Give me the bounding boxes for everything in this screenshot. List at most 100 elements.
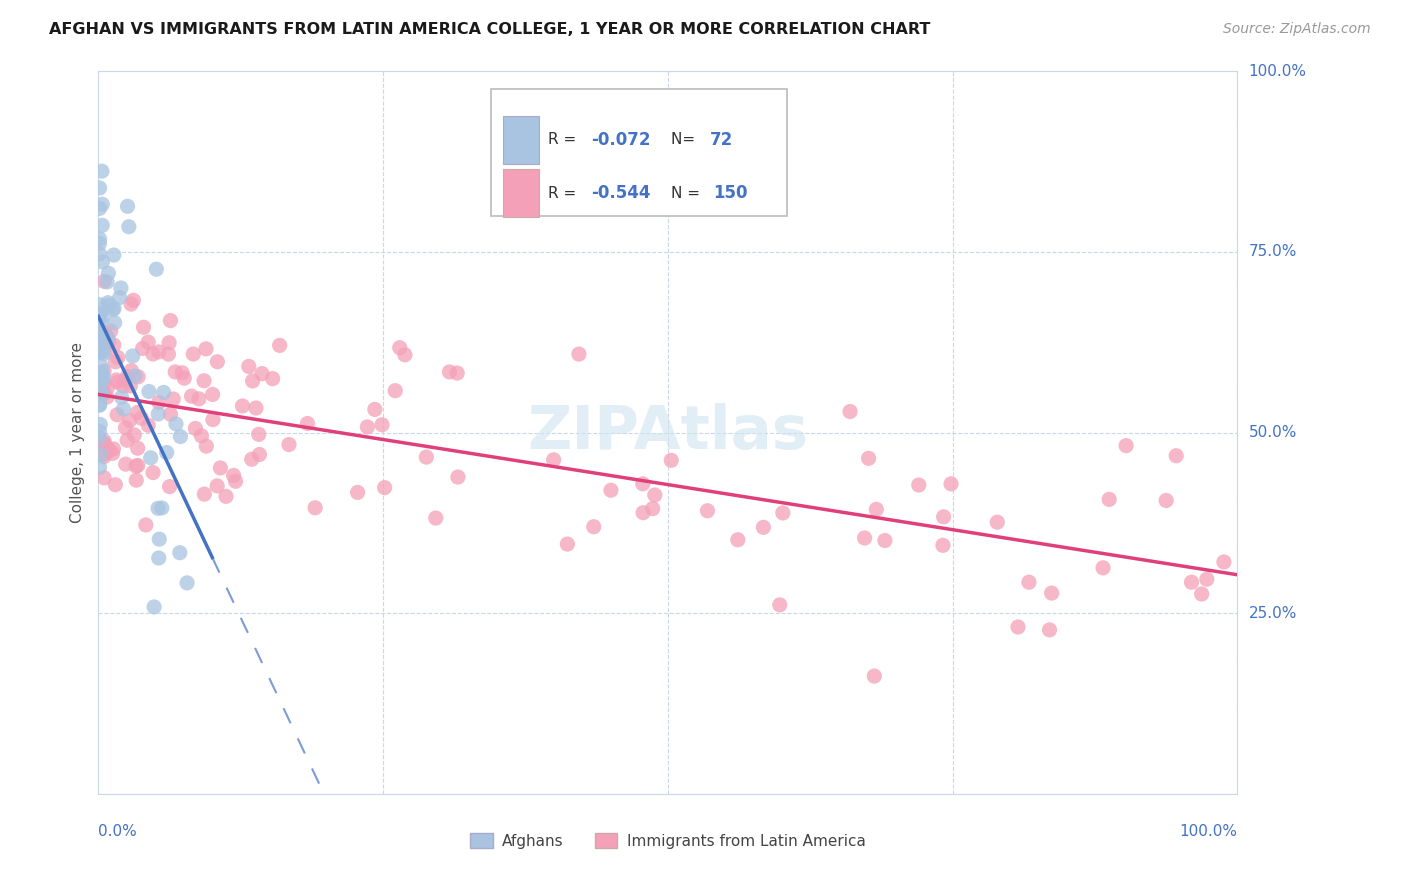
Point bbox=[582, 520, 605, 534]
Point bbox=[159, 407, 181, 421]
Point bbox=[142, 347, 165, 361]
Point bbox=[132, 320, 155, 334]
Point bbox=[120, 297, 142, 311]
Point bbox=[124, 368, 146, 383]
Point bbox=[93, 274, 115, 288]
Point bbox=[193, 374, 215, 388]
Point bbox=[446, 366, 468, 380]
Point bbox=[96, 390, 118, 404]
Point bbox=[91, 373, 114, 387]
Point bbox=[98, 443, 121, 458]
Point bbox=[120, 363, 142, 377]
Point bbox=[112, 402, 135, 417]
Point bbox=[907, 478, 929, 492]
Text: 0.0%: 0.0% bbox=[98, 824, 138, 839]
Point bbox=[96, 442, 118, 456]
Point bbox=[103, 301, 125, 316]
Point bbox=[131, 342, 153, 356]
Point bbox=[176, 575, 198, 590]
Point bbox=[97, 334, 120, 349]
Point bbox=[181, 347, 204, 361]
Point bbox=[209, 461, 232, 475]
Point bbox=[696, 504, 718, 518]
Point bbox=[873, 533, 896, 548]
Point bbox=[568, 347, 591, 361]
Point bbox=[90, 164, 112, 178]
Point bbox=[159, 313, 181, 327]
FancyBboxPatch shape bbox=[491, 89, 787, 216]
Point bbox=[1166, 449, 1188, 463]
Point bbox=[89, 425, 111, 439]
Point bbox=[557, 537, 579, 551]
Point bbox=[631, 506, 654, 520]
Text: N=: N= bbox=[671, 133, 700, 147]
Point bbox=[162, 392, 184, 406]
Point bbox=[769, 598, 792, 612]
Point bbox=[1038, 623, 1060, 637]
Point bbox=[96, 381, 118, 395]
Point bbox=[371, 417, 394, 432]
Point bbox=[148, 407, 170, 421]
Text: N =: N = bbox=[671, 186, 706, 201]
Point bbox=[165, 417, 187, 431]
Point bbox=[112, 379, 135, 393]
Point bbox=[89, 447, 111, 461]
Point bbox=[91, 255, 114, 269]
Point bbox=[90, 345, 112, 359]
Point bbox=[93, 386, 115, 401]
Point bbox=[205, 479, 228, 493]
Point bbox=[91, 311, 114, 326]
Point bbox=[89, 431, 111, 445]
Point bbox=[207, 355, 229, 369]
Text: 25.0%: 25.0% bbox=[1249, 606, 1296, 621]
Point bbox=[839, 404, 862, 418]
Point bbox=[641, 501, 664, 516]
Point bbox=[1213, 555, 1236, 569]
Point bbox=[91, 370, 114, 384]
Point bbox=[91, 219, 114, 233]
Point bbox=[169, 546, 191, 560]
Point bbox=[865, 502, 887, 516]
Point bbox=[93, 346, 115, 360]
Text: -0.544: -0.544 bbox=[592, 184, 651, 202]
Point bbox=[180, 389, 202, 403]
Point bbox=[159, 480, 181, 494]
Point bbox=[169, 429, 191, 443]
Point bbox=[110, 281, 132, 295]
Text: 100.0%: 100.0% bbox=[1249, 64, 1306, 78]
Point bbox=[195, 342, 218, 356]
Point bbox=[187, 392, 209, 406]
Point bbox=[89, 324, 111, 338]
Point bbox=[125, 473, 148, 487]
Point bbox=[143, 599, 166, 614]
Point bbox=[1040, 586, 1063, 600]
Point bbox=[97, 298, 120, 312]
Point bbox=[136, 418, 159, 433]
Point bbox=[148, 551, 170, 566]
Point bbox=[97, 331, 120, 345]
Point bbox=[93, 447, 115, 461]
Point bbox=[148, 532, 170, 546]
Text: R =: R = bbox=[548, 186, 582, 201]
Point bbox=[97, 295, 120, 310]
Point bbox=[148, 344, 170, 359]
Point bbox=[93, 471, 115, 485]
Point bbox=[91, 387, 114, 401]
Point bbox=[107, 376, 129, 390]
Point bbox=[247, 427, 270, 442]
Point bbox=[105, 373, 128, 387]
Point bbox=[91, 197, 114, 211]
Point bbox=[114, 374, 136, 388]
Point bbox=[1092, 561, 1115, 575]
Point bbox=[114, 420, 136, 434]
Point bbox=[89, 384, 111, 398]
Point bbox=[118, 219, 141, 234]
Point bbox=[388, 341, 411, 355]
Point bbox=[127, 369, 149, 384]
Point bbox=[1180, 575, 1202, 590]
Point bbox=[108, 291, 131, 305]
Point bbox=[93, 339, 115, 353]
Point bbox=[136, 335, 159, 350]
Point bbox=[1115, 439, 1137, 453]
Point bbox=[240, 452, 263, 467]
